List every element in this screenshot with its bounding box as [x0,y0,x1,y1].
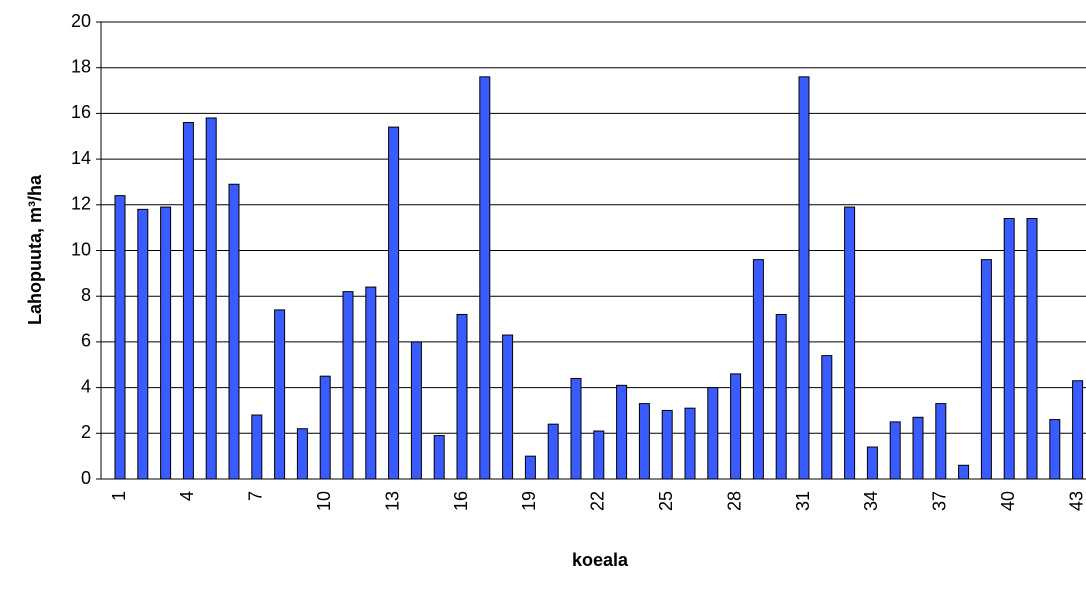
bar [889,421,901,480]
bar [456,313,468,480]
y-tick-label: 18 [71,56,91,76]
bar [1049,419,1061,480]
x-tick-label: 1 [109,491,129,501]
bar [137,208,149,480]
y-axis-title: Lahopuuta, m³/ha [25,174,45,325]
x-tick-label: 16 [451,491,471,511]
bar [1026,218,1038,480]
x-axis-title: koeala [572,550,629,570]
bar [730,373,742,480]
bar [251,414,263,480]
bar [342,291,354,480]
bar [707,387,719,480]
bar [844,206,856,480]
x-tick-label: 31 [793,491,813,511]
bar [866,446,878,480]
y-tick-label: 0 [81,468,91,488]
bar [752,259,764,480]
bar [365,286,377,480]
bar [433,435,445,480]
bar [775,313,787,480]
y-tick-label: 10 [71,239,91,259]
x-tick-label: 13 [382,491,402,511]
bar [274,309,286,480]
x-tick-label: 43 [1066,491,1086,511]
x-tick-label: 4 [177,491,197,501]
x-tick-label: 28 [724,491,744,511]
bar [821,355,833,480]
bar [616,384,628,480]
x-tick-label: 40 [998,491,1018,511]
bar [182,122,194,480]
bar [547,423,559,480]
bar [205,117,217,480]
bar [661,409,673,480]
y-tick-label: 16 [71,102,91,122]
x-tick-label: 10 [314,491,334,511]
y-tick-label: 20 [71,11,91,31]
bar [160,206,172,480]
bar [593,430,605,480]
bar [524,455,536,480]
y-tick-label: 6 [81,331,91,351]
bar [935,403,947,480]
bar [1072,380,1084,480]
x-tick-label: 34 [861,491,881,511]
bar [980,259,992,480]
bar [912,416,924,480]
y-tick-label: 2 [81,422,91,442]
bar [410,341,422,480]
bar [684,407,696,480]
bar [1003,218,1015,480]
x-tick-label: 7 [246,491,266,501]
bar [114,195,126,480]
x-tick-label: 37 [930,491,950,511]
y-tick-label: 8 [81,285,91,305]
bar [570,377,582,480]
x-tick-label: 22 [588,491,608,511]
x-tick-label: 25 [656,491,676,511]
bar [638,403,650,480]
y-tick-label: 4 [81,376,91,396]
y-tick-label: 14 [71,148,91,168]
bar [296,428,308,480]
bar [479,76,491,480]
bar [798,76,810,480]
x-tick-label: 19 [519,491,539,511]
bar [958,464,970,480]
bar [319,375,331,480]
bar [228,183,240,480]
bar [502,334,514,480]
y-tick-label: 12 [71,194,91,214]
bar [388,126,400,480]
